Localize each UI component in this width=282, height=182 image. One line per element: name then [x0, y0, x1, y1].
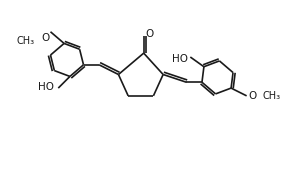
Text: HO: HO	[172, 54, 188, 64]
Text: O: O	[41, 33, 50, 43]
Text: HO: HO	[38, 82, 54, 92]
Text: O: O	[248, 91, 257, 101]
Text: CH₃: CH₃	[262, 91, 280, 101]
Text: O: O	[146, 29, 154, 39]
Text: CH₃: CH₃	[17, 36, 35, 46]
